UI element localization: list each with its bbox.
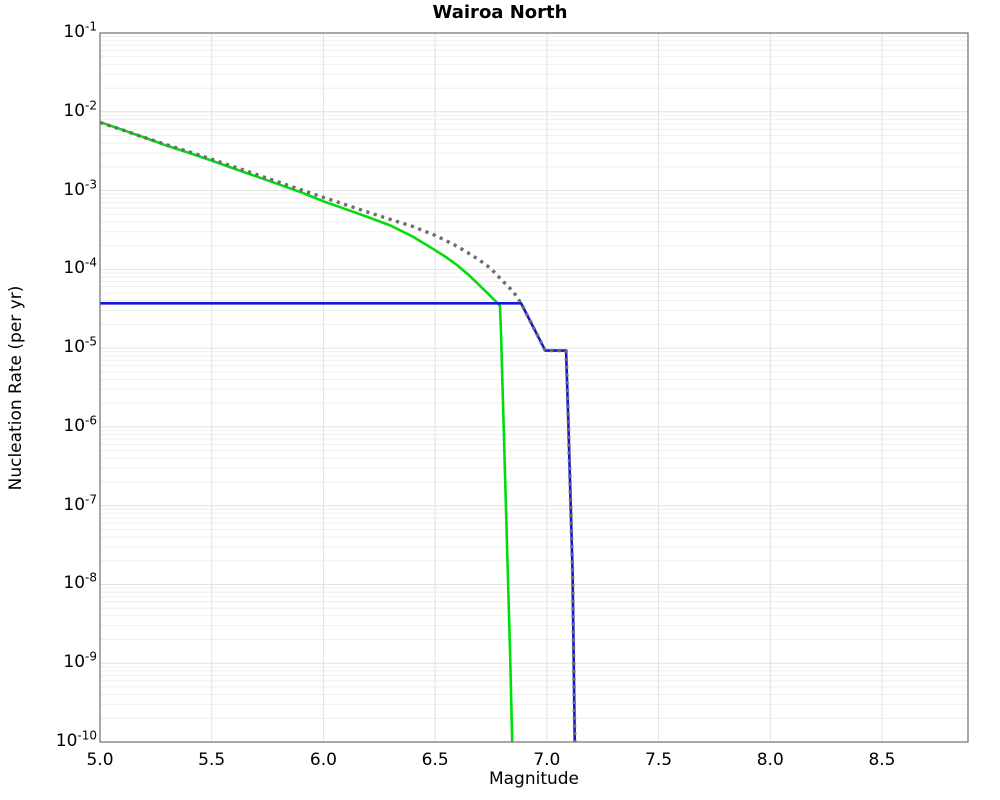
x-tick-label: 6.5 [421, 750, 449, 770]
plot-frame [99, 32, 969, 743]
y-tick-label: 10-4 [63, 255, 97, 279]
y-tick-label: 10-10 [55, 728, 97, 751]
x-tick-label: 8.5 [868, 750, 896, 770]
y-tick-label: 10-5 [63, 334, 97, 358]
x-tick-label: 8.0 [756, 750, 784, 770]
x-tick-label: 7.0 [533, 750, 561, 770]
y-axis-label: Nucleation Rate (per yr) [6, 285, 26, 491]
x-tick-label: 6.0 [309, 750, 337, 770]
series-green-solid-tapered-gr [99, 120, 514, 743]
y-tick-label: 10-7 [63, 492, 97, 515]
x-tick-label: 7.5 [645, 750, 673, 770]
x-axis-label: Magnitude [488, 769, 580, 789]
y-tick-label: 10-1 [63, 19, 97, 42]
y-tick-label: 10-3 [63, 176, 97, 200]
x-tick-label: 5.0 [86, 750, 114, 770]
y-tick-label: 10-9 [63, 649, 97, 673]
y-tick-label: 10-8 [63, 570, 97, 594]
chart-title: Wairoa North [432, 2, 568, 23]
x-tick-label: 5.5 [198, 750, 226, 770]
y-tick-label: 10-2 [63, 98, 97, 121]
y-tick-label: 10-6 [63, 413, 97, 436]
